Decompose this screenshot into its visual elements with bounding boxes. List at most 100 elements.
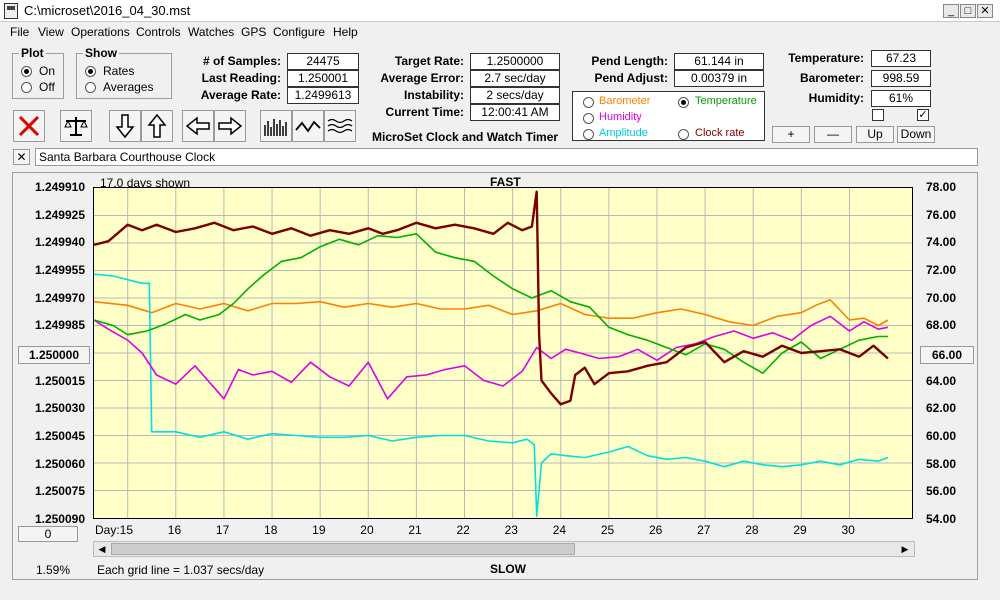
- bars-view-button[interactable]: [260, 110, 292, 142]
- y-left-tick-label: 1.250030: [34, 401, 85, 416]
- barometer-radio[interactable]: [583, 97, 594, 108]
- menu-watches[interactable]: Watches: [188, 25, 235, 39]
- unchecked-checkbox[interactable]: [872, 109, 884, 121]
- day-axis-label: Day:: [95, 523, 120, 537]
- target-rate-value: 1.2500000: [470, 53, 560, 70]
- x-tick-label: 18: [264, 523, 278, 537]
- y-left-tick-label: 1.250090: [34, 512, 85, 526]
- red-x-icon: [18, 115, 40, 137]
- pend-adjust-value: 0.00379 in: [674, 70, 764, 87]
- show-rates-radio[interactable]: [85, 66, 96, 77]
- y-left-tick-label: 1.250075: [34, 484, 85, 499]
- average-rate-label: Average Rate:: [200, 88, 281, 102]
- menu-file[interactable]: File: [10, 25, 30, 39]
- show-group-title: Show: [83, 46, 119, 60]
- x-tick-label: 28: [745, 523, 759, 537]
- x-tick-label: 19: [312, 523, 326, 537]
- maximize-button[interactable]: □: [960, 4, 976, 18]
- balance-button[interactable]: [60, 110, 92, 142]
- show-averages-radio[interactable]: [85, 82, 96, 93]
- series-line-barometer: [94, 299, 889, 327]
- plot-off-radio[interactable]: [21, 82, 32, 93]
- x-tick-label: 26: [648, 523, 663, 537]
- close-clock-button[interactable]: ✕: [13, 149, 30, 165]
- fast-label: FAST: [490, 175, 521, 189]
- stop-button[interactable]: [13, 110, 45, 142]
- scroll-right-arrow-icon[interactable]: ▶: [901, 544, 909, 554]
- plot-group-title: Plot: [19, 46, 46, 60]
- arrow-down-icon: [115, 114, 135, 139]
- target-rate-label: Target Rate:: [394, 54, 464, 68]
- temp-cursor-button[interactable]: 66.00: [920, 346, 974, 364]
- menu-gps[interactable]: GPS: [241, 25, 267, 39]
- plot-on-label: On: [39, 64, 56, 78]
- show-group: [76, 53, 172, 99]
- up-arrow-button[interactable]: [141, 110, 173, 142]
- x-tick-label: 24: [552, 523, 567, 537]
- rate-cursor-button[interactable]: 1.250000: [18, 346, 90, 364]
- right-arrow-button[interactable]: [214, 110, 246, 142]
- clock-name-field[interactable]: Santa Barbara Courthouse Clock: [35, 148, 978, 166]
- percent-label: 1.59%: [36, 563, 71, 577]
- checked-checkbox[interactable]: ✓: [917, 109, 929, 121]
- x-tick-label: 20: [360, 523, 374, 537]
- app-subtitle: MicroSet Clock and Watch Timer: [372, 130, 559, 144]
- arrow-up-icon: [147, 113, 167, 138]
- x-tick-label: 25: [600, 523, 615, 537]
- humidity-label: Humidity:: [808, 91, 864, 105]
- slow-label: SLOW: [490, 562, 526, 576]
- x-tick-label: 22: [456, 523, 470, 537]
- horizontal-scrollbar[interactable]: ◀ ▶: [93, 541, 915, 557]
- y-left-tick-label: 1.249970: [34, 290, 85, 305]
- line-graph-icon: [295, 120, 321, 133]
- y-right-tick-label: 74.00: [926, 235, 957, 250]
- x-tick-label: 29: [793, 523, 807, 537]
- samples-label: # of Samples:: [202, 54, 281, 68]
- y-left-tick-label: 1.249925: [34, 207, 85, 222]
- y-right-tick-label: 70.00: [926, 290, 957, 305]
- temperature-radio[interactable]: [678, 97, 689, 108]
- y-right-tick-label: 64.00: [926, 373, 957, 388]
- clock-rate-radio[interactable]: [678, 129, 689, 140]
- close-button[interactable]: ✕: [977, 4, 993, 18]
- menu-help[interactable]: Help: [333, 25, 358, 39]
- show-averages-label: Averages: [103, 80, 154, 94]
- y-left-tick-label: 1.249940: [34, 235, 85, 250]
- minimize-button[interactable]: _: [943, 4, 959, 18]
- amplitude-radio[interactable]: [583, 129, 594, 140]
- x-tick-label: 15: [119, 523, 134, 537]
- left-arrow-button[interactable]: [182, 110, 214, 142]
- temperature-option-label: Temperature: [695, 95, 757, 107]
- wave-view-button[interactable]: [324, 110, 356, 142]
- last-reading-value: 1.250001: [287, 70, 359, 87]
- app-icon: [4, 3, 18, 19]
- barometer-option-label: Barometer: [599, 95, 651, 107]
- scale-plus-button[interactable]: +: [772, 126, 810, 143]
- down-arrow-button[interactable]: [109, 110, 141, 142]
- plot-area[interactable]: [93, 187, 913, 519]
- series-selector: Barometer Temperature Humidity Amplitude…: [572, 91, 765, 141]
- y-left-tick-label: 1.250060: [34, 456, 85, 471]
- humidity-radio[interactable]: [583, 113, 594, 124]
- clock-rate-option-label: Clock rate: [695, 127, 745, 139]
- scroll-thumb[interactable]: [111, 543, 575, 555]
- menu-configure[interactable]: Configure: [273, 25, 326, 39]
- x-tick-label: 21: [408, 523, 422, 537]
- instability-label: Instability:: [403, 88, 464, 102]
- scale-up-button[interactable]: Up: [856, 126, 894, 143]
- plot-on-radio[interactable]: [21, 66, 32, 77]
- y-right-tick-label: 68.00: [926, 318, 957, 333]
- menu-operations[interactable]: Operations: [71, 25, 130, 39]
- y-right-tick-label: 56.00: [926, 484, 957, 499]
- scale-down-button[interactable]: Down: [897, 126, 935, 143]
- average-rate-value: 1.2499613: [287, 87, 359, 104]
- line-view-button[interactable]: [292, 110, 324, 142]
- menu-controls[interactable]: Controls: [136, 25, 181, 39]
- scale-minus-button[interactable]: —: [814, 126, 852, 143]
- y-right-tick-label: 72.00: [926, 263, 957, 277]
- zero-button[interactable]: 0: [18, 526, 78, 542]
- chart-panel: [12, 172, 978, 580]
- scroll-left-arrow-icon[interactable]: ◀: [98, 544, 106, 554]
- samples-value: 24475: [287, 53, 359, 70]
- menu-view[interactable]: View: [38, 25, 64, 39]
